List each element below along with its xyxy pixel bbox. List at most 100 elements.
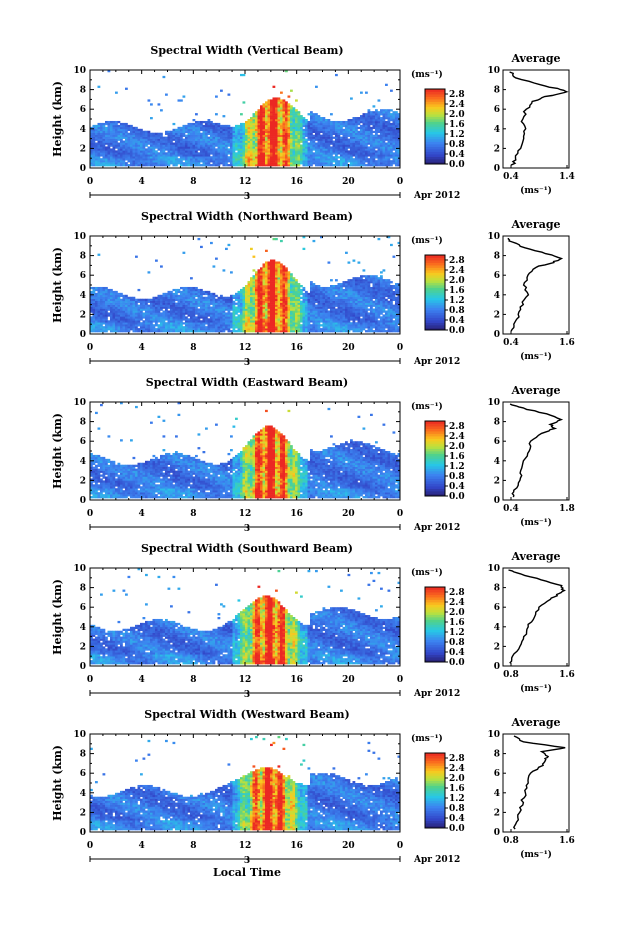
heatmap-cell <box>217 330 221 333</box>
heatmap-cell <box>335 126 338 130</box>
heatmap-cell <box>225 328 228 331</box>
heatmap-cell <box>132 300 136 303</box>
heatmap-cell <box>212 292 216 296</box>
heatmap-cell <box>225 308 228 311</box>
heatmap-cell <box>152 298 156 301</box>
heatmap-cell <box>97 146 101 149</box>
heatmap-cell <box>145 300 148 303</box>
heatmap-cell <box>277 294 281 298</box>
heatmap-cell <box>277 306 281 309</box>
heatmap-cell <box>110 310 113 313</box>
heatmap-cell <box>197 158 201 161</box>
heatmap-cell <box>350 128 353 132</box>
heatmap-cell <box>355 119 358 122</box>
heatmap-cell <box>282 146 286 149</box>
heatmap-cell <box>120 154 123 157</box>
heatmap-cell <box>255 273 258 276</box>
heatmap-cell <box>367 117 371 120</box>
heatmap-cell <box>280 308 283 311</box>
heatmap-cell <box>90 126 93 130</box>
heatmap-cell <box>102 128 106 132</box>
heatmap-cell <box>202 136 206 139</box>
heatmap-cell <box>152 328 156 331</box>
heatmap-cell <box>150 326 153 329</box>
heatmap-cell <box>350 132 353 135</box>
heatmap-cell <box>202 132 206 135</box>
heatmap-cell <box>317 138 321 141</box>
heatmap-cell <box>282 124 286 128</box>
heatmap-cell <box>115 326 118 329</box>
heatmap-cell <box>90 320 93 323</box>
heatmap-cell <box>110 126 113 130</box>
heatmap-cell <box>255 292 258 296</box>
heatmap-cell <box>190 330 193 333</box>
heatmap-cell <box>280 146 283 149</box>
heatmap-cell <box>362 120 366 124</box>
heatmap-cell <box>95 310 98 313</box>
heatmap-cell <box>267 109 271 112</box>
heatmap-cell <box>285 324 288 327</box>
heatmap-cell <box>182 144 186 147</box>
heatmap-cell <box>282 115 286 118</box>
heatmap-cell <box>100 294 103 298</box>
heatmap-cell <box>260 271 263 274</box>
heatmap-cell <box>187 322 191 325</box>
heatmap-cell <box>107 144 111 147</box>
heatmap-cell <box>227 316 231 319</box>
heatmap-cell <box>307 134 311 137</box>
heatmap-cell <box>212 310 216 313</box>
heatmap-cell <box>362 158 366 161</box>
heatmap-cell <box>285 269 288 272</box>
heatmap-cell <box>97 298 101 301</box>
heatmap-cell <box>285 101 288 104</box>
heatmap-cell <box>225 134 228 137</box>
heatmap-cell <box>225 302 228 305</box>
heatmap-cell <box>187 330 191 333</box>
heatmap-cell <box>275 320 278 323</box>
heatmap-cell <box>307 152 311 155</box>
heatmap-cell <box>132 154 136 157</box>
heatmap-cell <box>255 275 258 278</box>
heatmap-cell <box>200 122 203 126</box>
heatmap-cell <box>230 298 233 301</box>
heatmap-cell <box>262 298 266 301</box>
colorbar-segment <box>425 99 445 102</box>
heatmap-cell <box>150 138 153 141</box>
heatmap-cell <box>200 144 203 147</box>
heatmap-cell <box>255 304 258 307</box>
heatmap-cell <box>252 128 256 132</box>
heatmap-cell <box>352 130 356 134</box>
heatmap-cell <box>110 138 113 141</box>
heatmap-cell <box>195 310 198 313</box>
heatmap-cell <box>267 261 271 264</box>
heatmap-cell <box>342 140 346 143</box>
heatmap-cell <box>107 320 111 323</box>
heatmap-cell <box>185 124 188 128</box>
heatmap-cell <box>172 122 176 126</box>
heatmap-cell <box>127 132 131 135</box>
heatmap-cell <box>137 324 141 327</box>
heatmap-cell <box>252 310 256 313</box>
heatmap-cell <box>302 119 306 122</box>
heatmap-cell <box>205 128 208 132</box>
heatmap-cell <box>287 117 291 120</box>
heatmap-cell <box>222 156 226 159</box>
heatmap-cell <box>285 310 288 313</box>
heatmap-cell <box>382 138 386 141</box>
heatmap-cell <box>297 117 301 120</box>
heatmap-cell <box>307 132 311 135</box>
heatmap-cell <box>272 105 276 108</box>
heatmap-cell <box>215 122 218 126</box>
heatmap-cell <box>285 322 288 325</box>
heatmap-cell <box>217 324 221 327</box>
colorbar-segment <box>425 159 445 162</box>
heatmap-cell <box>207 126 211 130</box>
heatmap-cell <box>187 310 191 313</box>
heatmap-cell <box>105 120 108 124</box>
heatmap-cell <box>202 156 206 159</box>
heatmap-cell <box>237 302 241 305</box>
heatmap-cell <box>97 136 101 139</box>
heatmap-cell <box>215 164 218 167</box>
heatmap-cell <box>195 322 198 325</box>
